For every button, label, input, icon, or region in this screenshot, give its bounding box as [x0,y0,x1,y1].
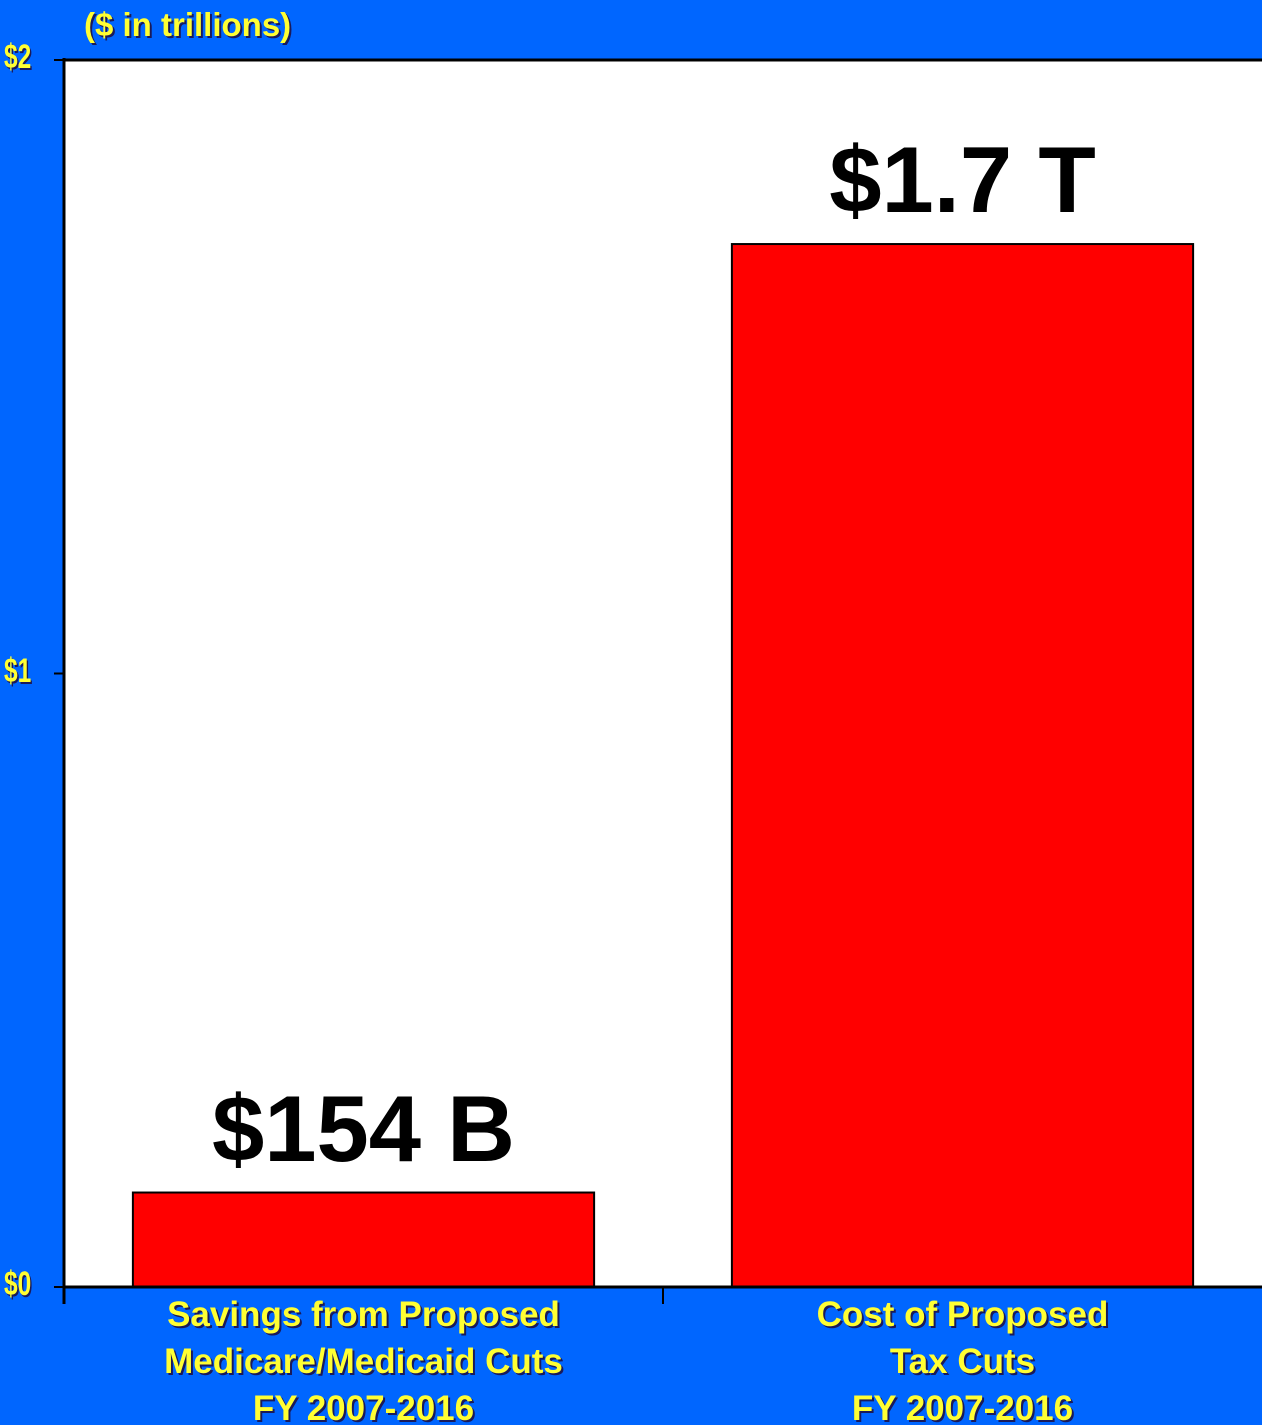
category-label-line: Tax Cuts [889,1342,1036,1381]
category-label-line: Savings from Proposed [167,1295,560,1334]
bar-value-label-2: $1.7 T [829,127,1096,233]
y-tick-label: $2 [4,38,32,76]
category-label-line: Cost of Proposed [816,1295,1109,1334]
bars-layer [131,243,1195,1288]
bar-1 [131,1191,596,1288]
category-label-line: Medicare/Medicaid Cuts [164,1342,563,1381]
ticks-layer [54,59,664,1304]
category-label-1: Savings from Proposed Medicare/Medicaid C… [64,1291,664,1425]
category-label-line: FY 2007-2016 [252,1389,475,1425]
category-label-line: FY 2007-2016 [851,1389,1074,1425]
y-tick-label: $0 [4,1265,32,1303]
bar-2 [730,243,1195,1288]
category-label-2: Cost of Proposed Tax Cuts FY 2007-2016 [663,1291,1262,1425]
bar-value-label-1: $154 B [211,1075,516,1181]
unit-label: ($ in trillions) [84,6,292,43]
y-tick-label: $1 [4,651,32,690]
